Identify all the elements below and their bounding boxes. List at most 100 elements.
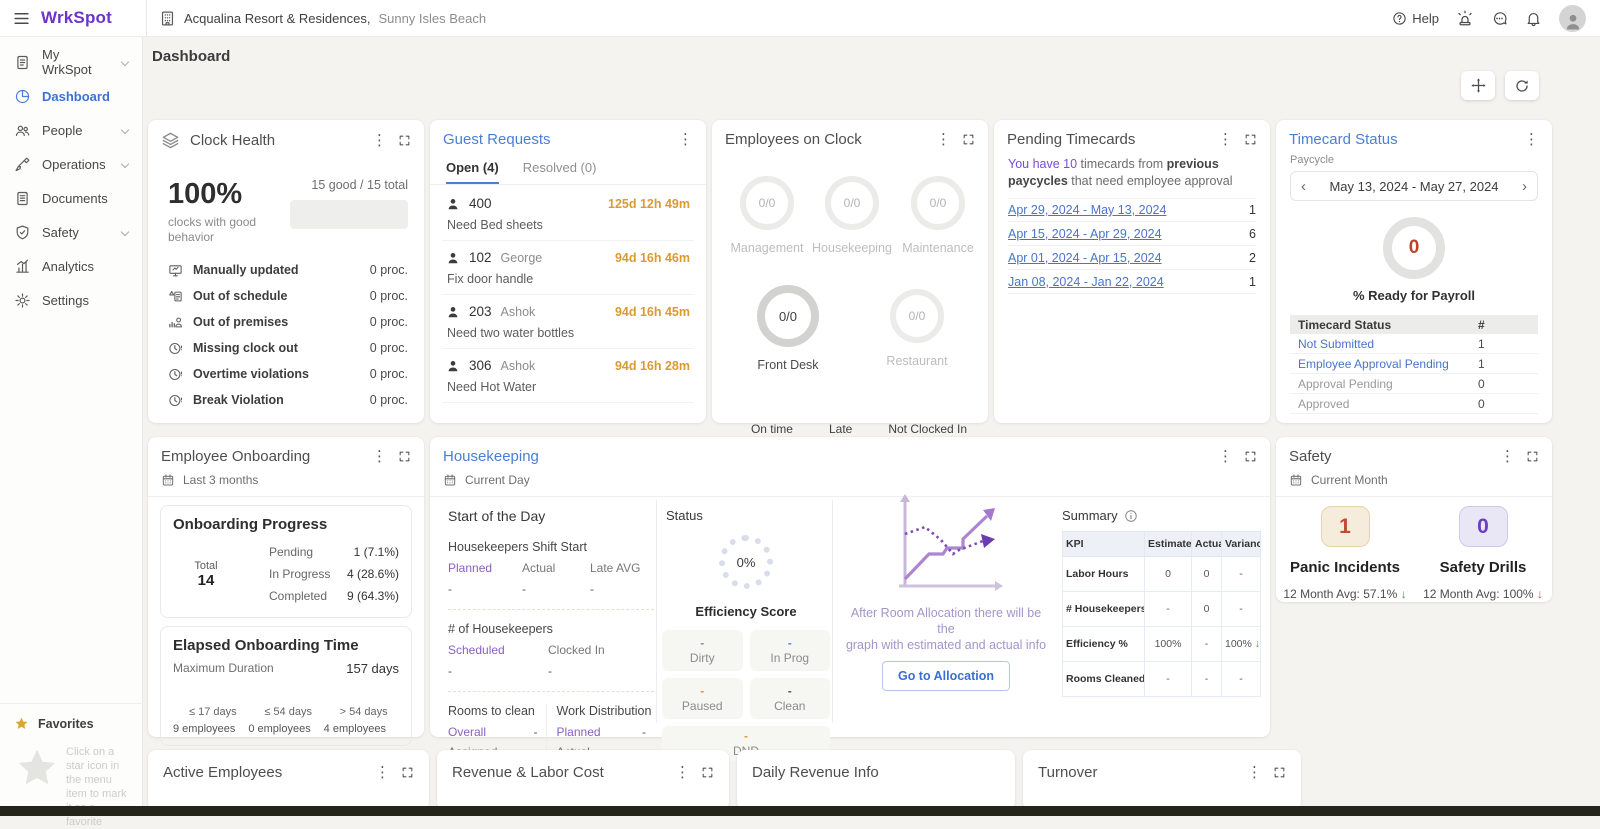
clock-health-row: Out of schedule 0 proc. xyxy=(168,283,408,309)
sidebar-item-people[interactable]: People xyxy=(0,113,142,147)
summary-table: KPI Estimated Actual Variance Labor Hour… xyxy=(1062,531,1261,697)
panic-siren-icon[interactable] xyxy=(1456,9,1474,27)
guest-request-item[interactable]: 400 125d 12h 49m Need Bed sheets xyxy=(442,187,694,241)
help-button[interactable]: Help xyxy=(1392,11,1439,26)
paycycle-link[interactable]: Apr 29, 2024 - May 13, 2024 xyxy=(1008,203,1167,217)
sidebar-item-analytics[interactable]: Analytics xyxy=(0,249,142,283)
tab-resolved[interactable]: Resolved (0) xyxy=(522,160,597,175)
sidebar-item-my-wrkspot[interactable]: My WrkSpot xyxy=(0,45,142,79)
analytics-chart-icon xyxy=(14,258,31,275)
header-left: WrkSpot xyxy=(0,0,146,36)
clock-alert-icon xyxy=(168,367,183,382)
sidebar-item-documents[interactable]: Documents xyxy=(0,181,142,215)
chevron-down-icon xyxy=(120,227,130,237)
paycycle-link[interactable]: Apr 15, 2024 - Apr 29, 2024 xyxy=(1008,226,1162,241)
widget-title: Active Employees xyxy=(163,764,283,781)
tab-open[interactable]: Open (4) xyxy=(446,160,499,184)
prev-paycycle-chevron[interactable]: ‹ xyxy=(1301,177,1306,195)
chevron-down-icon xyxy=(120,125,130,135)
document-icon xyxy=(14,190,31,207)
trend-down-arrow: ↓ xyxy=(1400,587,1407,601)
widget-daily-revenue-info: Daily Revenue Info xyxy=(737,750,1015,810)
ghost-star-icon xyxy=(14,745,60,829)
clock-alert-icon xyxy=(168,341,183,356)
fullscreen-icon[interactable] xyxy=(398,450,411,463)
sidebar-item-settings[interactable]: Settings xyxy=(0,283,142,317)
widget-title-link[interactable]: Housekeeping xyxy=(443,448,539,465)
more-menu-icon[interactable]: ⋮ xyxy=(372,132,387,149)
table-row: Approval Pending 0 xyxy=(1290,374,1538,394)
dept-ring-maintenance: 0/0 Maintenance xyxy=(895,176,981,255)
property-selector[interactable]: Acqualina Resort & Residences, Sunny Isl… xyxy=(146,0,1392,36)
section-title: Onboarding Progress xyxy=(173,516,328,533)
monitor-edit-icon xyxy=(168,263,183,278)
more-menu-icon[interactable]: ⋮ xyxy=(375,764,390,781)
fullscreen-icon[interactable] xyxy=(1526,450,1539,463)
more-menu-icon[interactable]: ⋮ xyxy=(1247,764,1262,781)
sidebar-item-operations[interactable]: Operations xyxy=(0,147,142,181)
widget-title: Pending Timecards xyxy=(1007,131,1136,148)
shield-icon xyxy=(14,224,31,241)
guest-request-item[interactable]: 306 Ashok 94d 16h 28m Need Hot Water xyxy=(442,349,694,403)
sidebar-item-dashboard[interactable]: Dashboard xyxy=(0,79,142,113)
go-to-allocation-button[interactable]: Go to Allocation xyxy=(881,661,1011,691)
pending-timecards-notice: You have 10 timecards from previous payc… xyxy=(1008,157,1233,188)
on-clock-legend: On time Late Not Clocked In xyxy=(712,422,988,436)
fullscreen-icon[interactable] xyxy=(401,766,414,779)
widget-title: Employee Onboarding xyxy=(161,448,311,465)
fullscreen-icon[interactable] xyxy=(398,134,411,147)
elapsed-onboarding-card: Elapsed Onboarding Time Maximum Duration… xyxy=(160,626,412,746)
calendar-icon xyxy=(161,473,175,487)
guest-request-item[interactable]: 102 George 94d 16h 46m Fix door handle xyxy=(442,241,694,295)
widget-title-link[interactable]: Timecard Status xyxy=(1289,131,1398,148)
more-menu-icon[interactable]: ⋮ xyxy=(1524,131,1539,148)
onboarding-progress-card: Onboarding Progress Total 14 Pending 1 (7.… xyxy=(160,505,412,618)
fullscreen-icon[interactable] xyxy=(962,133,975,146)
status-box-clean: - Clean xyxy=(749,678,830,719)
panic-incidents-value: 1 xyxy=(1320,506,1370,547)
more-menu-icon[interactable]: ⋮ xyxy=(936,131,951,148)
out-of-premises-icon xyxy=(168,315,183,330)
fullscreen-icon[interactable] xyxy=(701,766,714,779)
chat-icon[interactable] xyxy=(1491,10,1508,27)
panic-incidents-stat: 1 Panic Incidents 12 Month Avg: 57.1% ↓ xyxy=(1276,506,1414,601)
period-label: Last 3 months xyxy=(183,473,259,487)
sidebar-item-safety[interactable]: Safety xyxy=(0,215,142,249)
table-row: Efficiency % 100% - 100% ↓ xyxy=(1062,626,1261,662)
guest-icon xyxy=(446,251,460,265)
more-menu-icon[interactable]: ⋮ xyxy=(372,448,387,465)
clock-health-row: Break Violation 0 proc. xyxy=(168,387,408,413)
dept-ring-management: 0/0 Management xyxy=(724,176,810,255)
favorites-title: Favorites xyxy=(38,716,94,731)
status-link[interactable]: Not Submitted xyxy=(1298,336,1375,351)
status-box-dirty: - Dirty xyxy=(662,630,743,671)
paycycle-link[interactable]: Jan 08, 2024 - Jan 22, 2024 xyxy=(1008,274,1164,289)
widget-title: Employees on Clock xyxy=(725,131,862,148)
star-icon xyxy=(14,716,29,731)
paycycle-selector: ‹ May 13, 2024 - May 27, 2024 › xyxy=(1290,171,1538,201)
hamburger-menu-icon[interactable] xyxy=(12,9,31,28)
notifications-bell-icon[interactable] xyxy=(1525,10,1542,27)
more-menu-icon[interactable]: ⋮ xyxy=(1218,448,1233,465)
clock-health-row: Missing clock out 0 proc. xyxy=(168,335,408,361)
info-icon[interactable] xyxy=(1124,509,1138,523)
table-row: Rooms Cleaned - - - xyxy=(1062,661,1261,697)
more-menu-icon[interactable]: ⋮ xyxy=(675,764,690,781)
paycycle-link[interactable]: Apr 01, 2024 - Apr 15, 2024 xyxy=(1008,250,1162,265)
more-menu-icon[interactable]: ⋮ xyxy=(1500,448,1515,465)
fullscreen-icon[interactable] xyxy=(1244,450,1257,463)
guest-request-item[interactable]: 203 Ashok 94d 16h 45m Need two water bot… xyxy=(442,295,694,349)
calendar-icon xyxy=(443,473,457,487)
user-avatar[interactable] xyxy=(1559,4,1586,32)
clock-health-ratio: 15 good / 15 total xyxy=(311,178,408,192)
more-menu-icon[interactable]: ⋮ xyxy=(678,131,693,148)
dept-ring-housekeeping: 0/0 Housekeeping xyxy=(809,176,895,255)
widget-title-link[interactable]: Guest Requests xyxy=(443,131,551,148)
rearrange-widgets-button[interactable] xyxy=(1461,71,1495,100)
more-menu-icon[interactable]: ⋮ xyxy=(1218,131,1233,148)
status-link[interactable]: Employee Approval Pending xyxy=(1298,356,1449,371)
fullscreen-icon[interactable] xyxy=(1244,133,1257,146)
refresh-button[interactable] xyxy=(1505,71,1539,100)
next-paycycle-chevron[interactable]: › xyxy=(1522,177,1527,195)
fullscreen-icon[interactable] xyxy=(1273,766,1286,779)
